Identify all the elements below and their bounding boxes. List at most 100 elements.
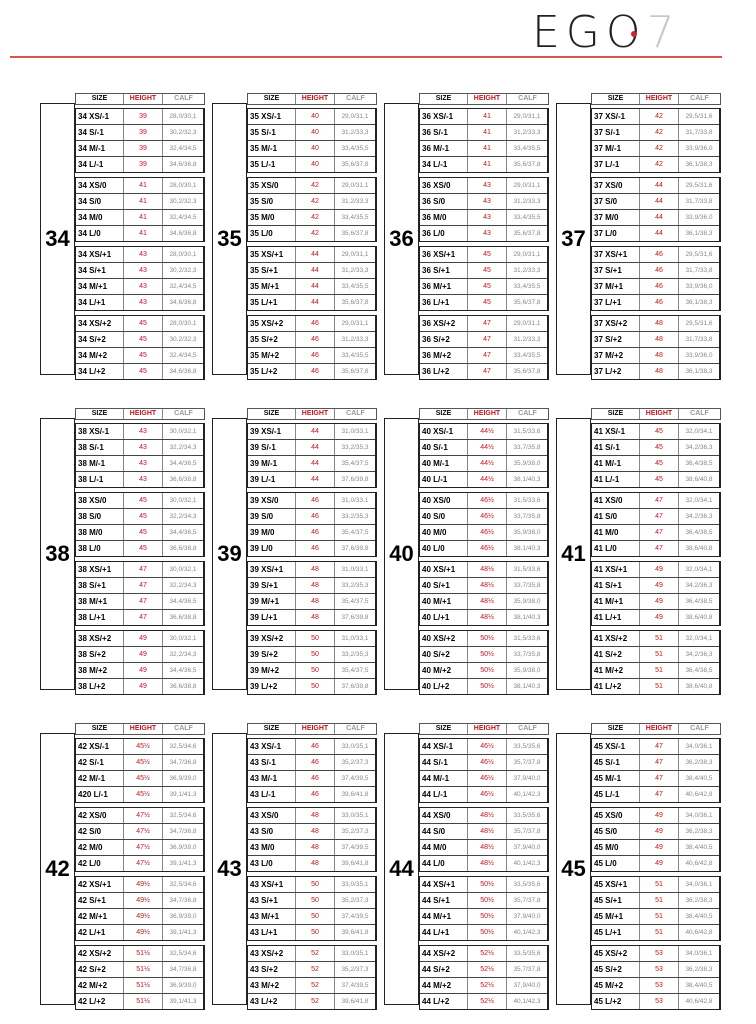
size-cell: 35 XS/0 bbox=[248, 178, 296, 193]
height-cell: 48½ bbox=[468, 578, 507, 593]
table-row: 42 L/+1 49½ 39,1/41,3 bbox=[76, 925, 203, 940]
size-cell: 40 M/+2 bbox=[420, 663, 468, 678]
height-cell: 43 bbox=[124, 456, 163, 471]
size-table: SIZE HEIGHT CALF 35 XS/-1 40 29,0/31,1 3… bbox=[247, 93, 377, 384]
row-group: 34 XS/-1 39 28,0/30,1 34 S/-1 39 30,2/32… bbox=[75, 108, 205, 173]
height-cell: 51 bbox=[640, 631, 679, 646]
size-cell: 40 L/+2 bbox=[420, 679, 468, 694]
height-cell: 44½ bbox=[468, 440, 507, 455]
size-cell: 39 XS/+2 bbox=[248, 631, 296, 646]
height-cell: 47 bbox=[640, 771, 679, 786]
table-row: 42 M/+1 49½ 36,9/39,0 bbox=[76, 909, 203, 925]
height-cell: 47 bbox=[640, 525, 679, 540]
shoe-size-label: 40 bbox=[384, 418, 419, 690]
calf-cell: 31,2/33,3 bbox=[341, 129, 369, 136]
calf-cell: 33,2/35,3 bbox=[341, 444, 369, 451]
table-row: 44 L/-1 46½ 40,1/42,3 bbox=[420, 787, 547, 802]
calf-cell: 35,7/37,8 bbox=[513, 759, 541, 766]
size-cell: 42 XS/+1 bbox=[76, 877, 124, 892]
row-group: 45 XS/+2 53 34,0/36,1 45 S/+2 53 36,2/38… bbox=[591, 945, 721, 1010]
calf-cell: 30,0/32,1 bbox=[169, 635, 197, 642]
table-row: 40 M/+1 48½ 35,9/38,0 bbox=[420, 594, 547, 610]
table-row: 45 M/+2 53 38,4/40,5 bbox=[592, 978, 719, 994]
table-row: 40 L/0 46½ 38,1/40,3 bbox=[420, 541, 547, 556]
header-size: SIZE bbox=[76, 724, 124, 734]
table-row: 35 L/+1 44 35,6/37,8 bbox=[248, 295, 375, 310]
height-cell: 49½ bbox=[124, 909, 163, 924]
size-cell: 42 M/+1 bbox=[76, 909, 124, 924]
calf-cell: 33,4/35,5 bbox=[513, 214, 541, 221]
size-cell: 37 S/0 bbox=[592, 194, 640, 209]
table-row: 39 M/+1 48 35,4/37,5 bbox=[248, 594, 375, 610]
calf-cell: 40,6/42,8 bbox=[685, 860, 713, 867]
calf-cell: 36,4/38,5 bbox=[685, 598, 713, 605]
height-cell: 42 bbox=[640, 109, 679, 124]
height-cell: 48 bbox=[640, 364, 679, 379]
table-row: 35 S/-1 40 31,2/33,3 bbox=[248, 125, 375, 141]
table-row: 44 L/+1 50½ 40,1/42,3 bbox=[420, 925, 547, 940]
calf-cell: 32,0/34,1 bbox=[685, 566, 713, 573]
calf-cell: 38,1/40,3 bbox=[513, 614, 541, 621]
calf-cell: 34,0/36,1 bbox=[685, 812, 713, 819]
height-cell: 42 bbox=[296, 210, 335, 225]
size-cell: 44 XS/+1 bbox=[420, 877, 468, 892]
size-cell: 34 M/-1 bbox=[76, 141, 124, 156]
table-header: SIZE HEIGHT CALF bbox=[247, 723, 377, 735]
height-cell: 48 bbox=[296, 808, 335, 823]
table-row: 41 L/-1 45 38,6/40,8 bbox=[592, 472, 719, 487]
calf-cell: 38,1/40,3 bbox=[513, 545, 541, 552]
table-row: 39 M/+2 50 35,4/37,5 bbox=[248, 663, 375, 679]
calf-cell: 29,0/31,1 bbox=[513, 113, 541, 120]
size-cell: 41 M/+2 bbox=[592, 663, 640, 678]
calf-cell: 33,2/35,3 bbox=[341, 651, 369, 658]
calf-cell: 37,4/39,5 bbox=[341, 982, 369, 989]
height-cell: 46 bbox=[296, 364, 335, 379]
table-row: 45 XS/-1 47 34,0/36,1 bbox=[592, 739, 719, 755]
table-header: SIZE HEIGHT CALF bbox=[591, 93, 721, 105]
height-cell: 44 bbox=[296, 263, 335, 278]
calf-cell: 35,7/37,8 bbox=[513, 897, 541, 904]
table-row: 40 S/+1 48½ 33,7/35,8 bbox=[420, 578, 547, 594]
row-group: 42 XS/+2 51½ 32,5/34,6 42 S/+2 51½ 34,7/… bbox=[75, 945, 205, 1010]
height-cell: 41 bbox=[468, 109, 507, 124]
size-cell: 42 S/-1 bbox=[76, 755, 124, 770]
height-cell: 43 bbox=[124, 263, 163, 278]
table-header: SIZE HEIGHT CALF bbox=[419, 408, 549, 420]
calf-cell: 35,7/37,8 bbox=[513, 828, 541, 835]
calf-cell: 34,6/36,8 bbox=[169, 161, 197, 168]
header-calf: CALF bbox=[690, 95, 709, 102]
calf-cell: 31,5/33,6 bbox=[513, 635, 541, 642]
height-cell: 45 bbox=[468, 279, 507, 294]
table-row: 39 XS/+2 50 31,0/33,1 bbox=[248, 631, 375, 647]
header-size: SIZE bbox=[592, 724, 640, 734]
table-row: 34 S/-1 39 30,2/32,3 bbox=[76, 125, 203, 141]
height-cell: 46 bbox=[296, 755, 335, 770]
height-cell: 46½ bbox=[468, 787, 507, 802]
row-group: 45 XS/-1 47 34,0/36,1 45 S/-1 47 36,2/38… bbox=[591, 738, 721, 803]
table-row: 36 M/+1 45 33,4/35,5 bbox=[420, 279, 547, 295]
row-group: 38 XS/-1 43 30,0/32,1 38 S/-1 43 32,2/34… bbox=[75, 423, 205, 488]
size-cell: 39 M/+2 bbox=[248, 663, 296, 678]
size-cell: 40 L/-1 bbox=[420, 472, 468, 487]
shoe-size-label: 45 bbox=[556, 733, 591, 1005]
row-group: 45 XS/0 49 34,0/36,1 45 S/0 49 36,2/38,3… bbox=[591, 807, 721, 872]
size-cell: 39 XS/-1 bbox=[248, 424, 296, 439]
table-row: 39 L/+2 50 37,6/39,8 bbox=[248, 679, 375, 694]
shoe-size-label: 38 bbox=[40, 418, 75, 690]
height-cell: 47 bbox=[124, 562, 163, 577]
height-cell: 50 bbox=[296, 893, 335, 908]
table-row: 45 XS/0 49 34,0/36,1 bbox=[592, 808, 719, 824]
calf-cell: 37,4/39,5 bbox=[341, 913, 369, 920]
calf-cell: 28,0/30,1 bbox=[169, 182, 197, 189]
height-cell: 47 bbox=[124, 594, 163, 609]
calf-cell: 28,0/30,1 bbox=[169, 113, 197, 120]
size-cell: 41 XS/0 bbox=[592, 493, 640, 508]
calf-cell: 32,5/34,6 bbox=[169, 950, 197, 957]
calf-cell: 32,2/34,3 bbox=[169, 651, 197, 658]
size-cell: 42 L/+2 bbox=[76, 994, 124, 1009]
height-cell: 45 bbox=[124, 493, 163, 508]
calf-cell: 30,0/32,1 bbox=[169, 566, 197, 573]
calf-cell: 31,7/33,8 bbox=[685, 129, 713, 136]
table-row: 40 S/0 46½ 33,7/35,8 bbox=[420, 509, 547, 525]
